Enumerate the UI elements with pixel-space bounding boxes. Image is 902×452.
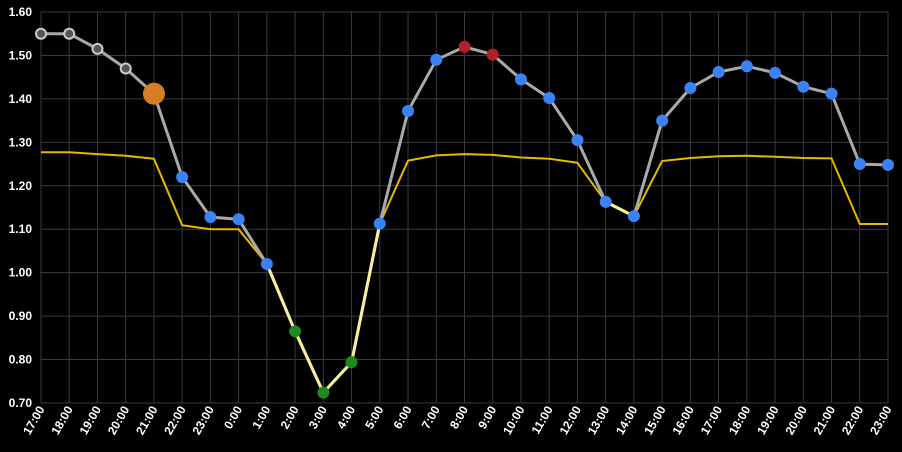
x-tick-label: 22:00 <box>839 403 867 437</box>
x-tick-label: 23:00 <box>190 403 218 437</box>
y-axis-ticks: 0.70 0.80 0.90 1.00 1.10 1.20 1.30 1.40 1.50 1.60 <box>9 5 33 410</box>
data-point <box>35 27 47 40</box>
x-tick-label: 2:00 <box>278 403 302 431</box>
data-point <box>656 114 669 127</box>
y-tick-label: 0.70 <box>9 396 33 410</box>
x-tick-label: 20:00 <box>782 403 810 437</box>
y-tick-label: 0.80 <box>9 353 33 367</box>
data-point <box>176 171 189 184</box>
data-point <box>797 80 810 93</box>
x-tick-label: 21:00 <box>133 403 161 437</box>
x-tick-label: 22:00 <box>161 403 189 437</box>
x-tick-label: 18:00 <box>726 403 754 437</box>
x-tick-label: 14:00 <box>613 403 641 437</box>
x-tick-label: 19:00 <box>754 403 782 437</box>
x-tick-label: 23:00 <box>867 403 895 437</box>
data-point <box>486 48 499 61</box>
y-tick-label: 1.50 <box>9 48 33 62</box>
x-tick-label: 16:00 <box>669 403 697 437</box>
x-tick-label: 5:00 <box>362 403 386 431</box>
series-points <box>35 27 894 399</box>
data-point <box>458 40 471 53</box>
y-tick-label: 1.30 <box>9 135 33 149</box>
data-point <box>204 211 217 224</box>
data-point <box>373 217 386 230</box>
data-point <box>543 92 556 105</box>
data-point <box>430 53 443 66</box>
x-tick-label: 10:00 <box>500 403 528 437</box>
data-point <box>684 82 697 95</box>
data-point <box>119 62 132 75</box>
chart-grid <box>40 11 889 404</box>
x-tick-label: 21:00 <box>811 403 839 437</box>
x-tick-label: 8:00 <box>447 403 471 431</box>
data-point <box>571 134 584 147</box>
x-tick-label: 4:00 <box>334 403 358 431</box>
x-axis-ticks: 17:00 18:00 19:00 20:00 21:00 22:00 23:00 0:00 1… <box>20 403 895 437</box>
data-point <box>712 65 725 78</box>
y-tick-label: 1.60 <box>9 5 33 19</box>
x-tick-label: 0:00 <box>221 403 245 431</box>
x-tick-label: 18:00 <box>48 403 76 437</box>
x-tick-label: 15:00 <box>641 403 669 437</box>
data-point <box>514 73 527 86</box>
x-tick-label: 6:00 <box>390 403 414 431</box>
data-point <box>260 257 273 270</box>
data-point <box>853 158 866 171</box>
y-tick-label: 1.40 <box>9 92 33 106</box>
x-tick-label: 1:00 <box>249 403 273 431</box>
data-point <box>91 42 104 55</box>
data-point <box>627 210 640 223</box>
data-point <box>740 60 753 73</box>
data-point <box>317 386 330 399</box>
data-point <box>232 213 245 226</box>
x-tick-label: 12:00 <box>557 403 585 437</box>
data-point <box>825 87 838 100</box>
data-point <box>289 325 302 338</box>
x-tick-label: 3:00 <box>306 403 330 431</box>
x-tick-label: 13:00 <box>585 403 613 437</box>
data-point <box>345 356 358 369</box>
data-point <box>63 27 76 40</box>
y-tick-label: 0.90 <box>9 309 33 323</box>
y-tick-label: 1.10 <box>9 222 33 236</box>
x-tick-label: 20:00 <box>105 403 133 437</box>
x-tick-label: 17:00 <box>698 403 726 437</box>
x-tick-label: 19:00 <box>77 403 105 437</box>
x-tick-label: 11:00 <box>529 403 556 436</box>
data-point <box>769 66 782 79</box>
data-point <box>402 105 415 118</box>
y-tick-label: 1.20 <box>9 179 33 193</box>
x-tick-label: 9:00 <box>475 403 499 431</box>
x-tick-label: 7:00 <box>419 403 443 431</box>
reference-series-line <box>41 151 888 394</box>
data-point <box>599 195 612 208</box>
y-tick-label: 1.00 <box>9 266 33 280</box>
data-point <box>882 158 894 171</box>
current-data-point <box>142 82 165 105</box>
